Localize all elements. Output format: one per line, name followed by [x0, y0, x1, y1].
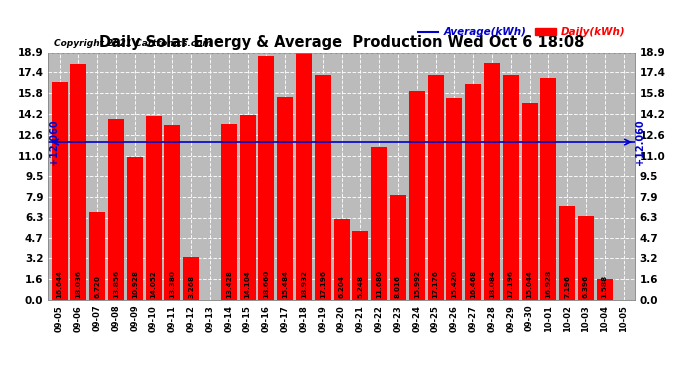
- Text: 3.268: 3.268: [188, 275, 194, 298]
- Bar: [353, 231, 368, 300]
- Text: 15.044: 15.044: [526, 270, 533, 298]
- Bar: [408, 91, 425, 300]
- Bar: [258, 56, 275, 300]
- Text: 6.204: 6.204: [339, 275, 344, 298]
- Bar: [108, 118, 124, 300]
- Bar: [484, 63, 500, 300]
- Bar: [127, 157, 143, 300]
- Bar: [428, 75, 444, 300]
- Bar: [146, 116, 161, 300]
- Bar: [221, 124, 237, 300]
- Text: 18.932: 18.932: [301, 270, 307, 298]
- Legend: Average(kWh), Daily(kWh): Average(kWh), Daily(kWh): [413, 23, 629, 41]
- Bar: [183, 257, 199, 300]
- Text: 16.644: 16.644: [57, 270, 63, 298]
- Text: 18.036: 18.036: [75, 270, 81, 298]
- Text: 14.104: 14.104: [244, 270, 250, 298]
- Bar: [540, 78, 556, 300]
- Text: 16.928: 16.928: [545, 270, 551, 298]
- Bar: [446, 98, 462, 300]
- Text: 17.196: 17.196: [319, 270, 326, 298]
- Bar: [371, 147, 387, 300]
- Text: 15.484: 15.484: [282, 270, 288, 298]
- Text: 6.396: 6.396: [583, 275, 589, 298]
- Bar: [578, 216, 594, 300]
- Text: 13.428: 13.428: [226, 270, 232, 298]
- Text: 13.380: 13.380: [169, 270, 175, 298]
- Text: 6.720: 6.720: [94, 275, 100, 298]
- Text: 8.016: 8.016: [395, 275, 401, 298]
- Bar: [89, 212, 105, 300]
- Title: Daily Solar Energy & Average  Production Wed Oct 6 18:08: Daily Solar Energy & Average Production …: [99, 35, 584, 50]
- Text: 1.588: 1.588: [602, 275, 608, 298]
- Text: 18.084: 18.084: [489, 270, 495, 298]
- Text: +12.060: +12.060: [49, 119, 59, 165]
- Bar: [164, 125, 180, 300]
- Bar: [503, 75, 519, 300]
- Text: 15.420: 15.420: [451, 270, 457, 298]
- Text: Copyright 2021 Cartronics.com: Copyright 2021 Cartronics.com: [55, 39, 212, 48]
- Text: 17.196: 17.196: [508, 270, 514, 298]
- Bar: [296, 52, 312, 300]
- Bar: [390, 195, 406, 300]
- Text: 18.660: 18.660: [264, 270, 269, 298]
- Text: 5.248: 5.248: [357, 275, 364, 298]
- Bar: [52, 82, 68, 300]
- Bar: [597, 279, 613, 300]
- Text: 16.468: 16.468: [470, 270, 476, 298]
- Bar: [277, 97, 293, 300]
- Text: 10.928: 10.928: [132, 270, 138, 298]
- Text: 11.680: 11.680: [376, 270, 382, 298]
- Text: 14.052: 14.052: [150, 270, 157, 298]
- Text: 15.992: 15.992: [414, 270, 420, 298]
- Text: 13.856: 13.856: [113, 270, 119, 298]
- Text: 7.196: 7.196: [564, 275, 570, 298]
- Bar: [522, 103, 538, 300]
- Text: +12.060: +12.060: [635, 119, 644, 165]
- Bar: [559, 206, 575, 300]
- Bar: [70, 64, 86, 300]
- Bar: [315, 75, 331, 300]
- Bar: [239, 115, 255, 300]
- Text: 17.176: 17.176: [433, 270, 439, 298]
- Bar: [333, 219, 350, 300]
- Bar: [465, 84, 481, 300]
